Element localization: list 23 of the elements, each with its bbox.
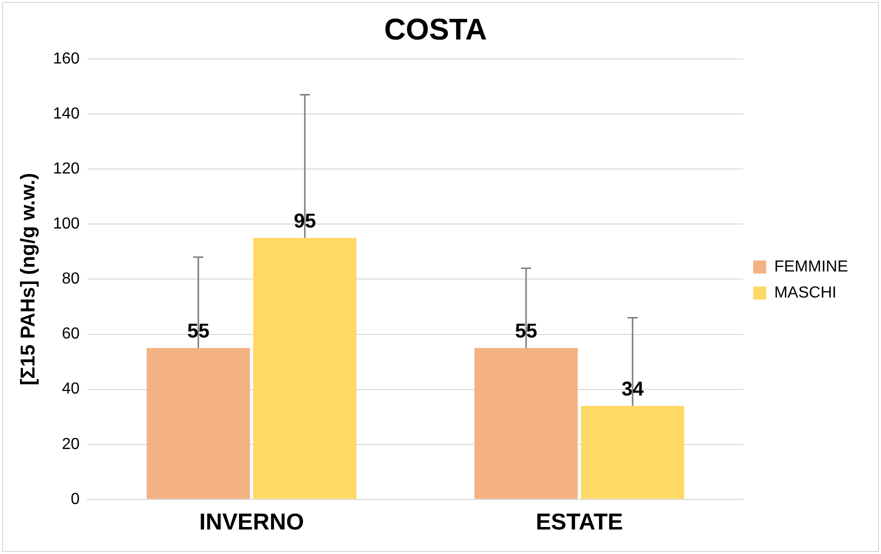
bar — [580, 406, 684, 499]
y-tick-label: 140 — [52, 105, 80, 122]
data-label: 34 — [621, 378, 645, 400]
data-label: 55 — [514, 320, 538, 343]
legend-label: MASCHI — [774, 284, 836, 302]
chart-title: COSTA — [384, 13, 487, 46]
legend-label: FEMMINE — [774, 258, 848, 276]
bar — [146, 348, 250, 499]
bar — [474, 348, 578, 499]
x-tick-label: ESTATE — [536, 508, 624, 535]
y-tick-label: 60 — [62, 326, 80, 343]
y-tick-label: 0 — [70, 490, 80, 508]
data-label: 55 — [187, 320, 210, 343]
y-tick-label: 160 — [52, 50, 80, 68]
y-tick-label: 80 — [62, 270, 80, 288]
bar — [253, 238, 357, 499]
x-tick-label: INVERNO — [199, 508, 304, 535]
y-axis-title: [Σ15 PAHs] (ng/g w.w.) — [18, 173, 40, 386]
y-tick-label: 120 — [52, 160, 80, 178]
y-tick-label: 20 — [62, 436, 80, 453]
data-label: 95 — [294, 210, 316, 232]
y-tick-label: 100 — [52, 216, 80, 233]
y-tick-label: 40 — [62, 380, 80, 398]
